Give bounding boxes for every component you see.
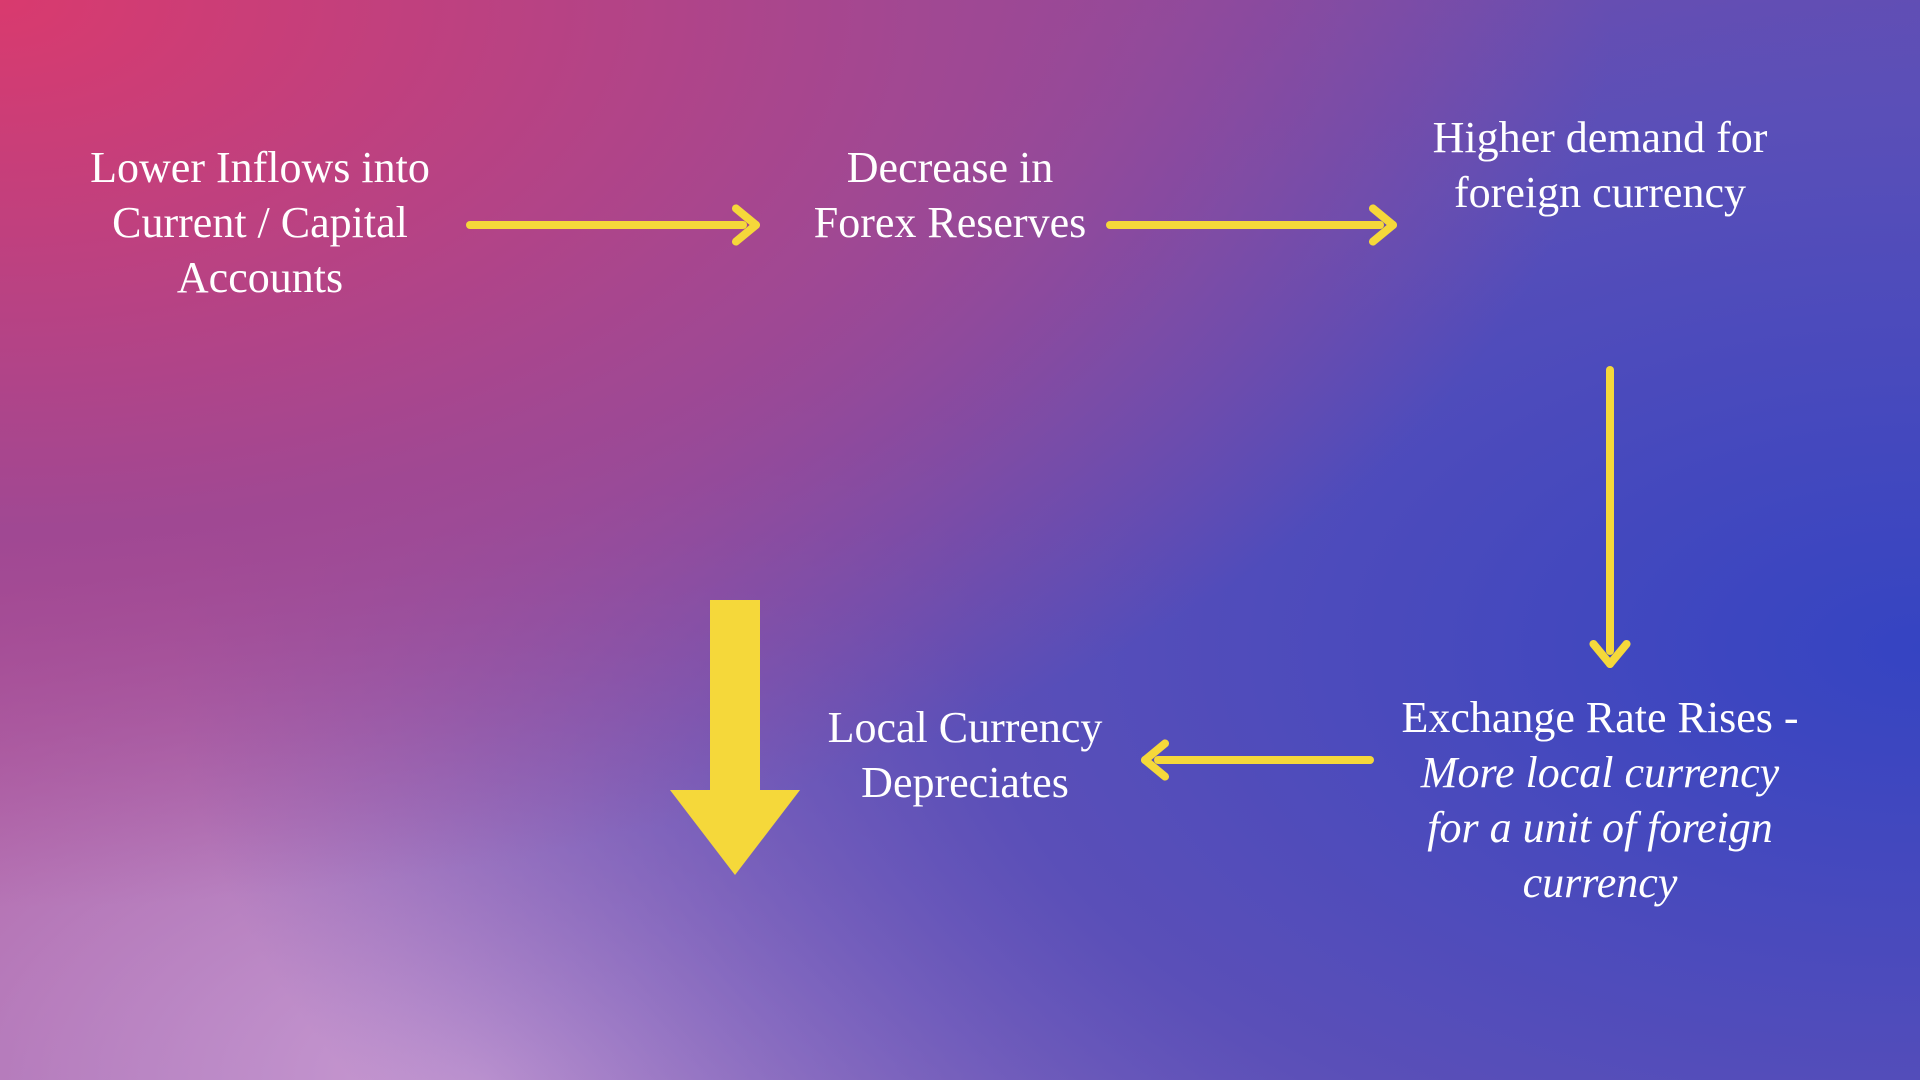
node-decrease-forex: Decrease in Forex Reserves [800, 140, 1100, 250]
node-text-italic: More local currency for a unit of foreig… [1421, 748, 1779, 907]
node-lower-inflows: Lower Inflows into Current / Capital Acc… [60, 140, 460, 305]
node-higher-demand: Higher demand for foreign currency [1430, 110, 1770, 220]
node-text: Local Currency Depreciates [828, 703, 1103, 807]
node-local-currency-depreciates: Local Currency Depreciates [800, 700, 1130, 810]
node-text: Lower Inflows into Current / Capital Acc… [90, 143, 430, 302]
node-text: Higher demand for foreign currency [1433, 113, 1768, 217]
node-text-main: Exchange Rate Rises - [1401, 693, 1798, 742]
node-exchange-rate-rises: Exchange Rate Rises - More local currenc… [1390, 690, 1810, 910]
node-text: Decrease in Forex Reserves [814, 143, 1087, 247]
